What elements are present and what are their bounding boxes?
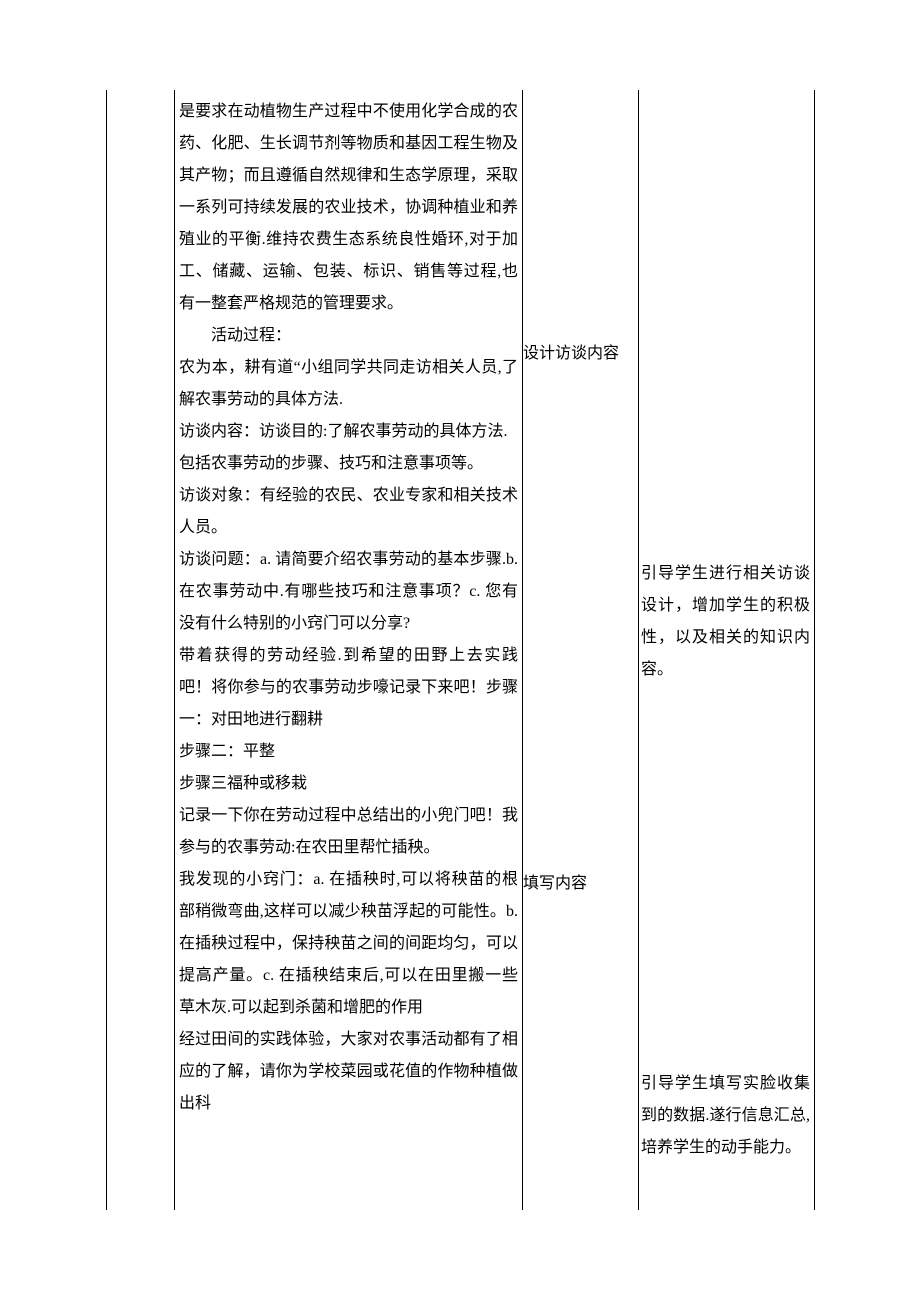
paragraph: 带着获得的劳动经验.到希望的田野上去实践吧！将你参与的农事劳动步嚎记录下来吧！步… [179,640,518,736]
paragraph: 步骤三福种或移栽 [179,768,518,800]
cell-col0 [107,90,175,1210]
section-label: 活动过程： [179,320,518,352]
paragraph: 农为本，耕有道“小组同学共同走访相关人员,了解农事劳动的具体方法. [179,352,518,416]
paragraph: 步骤二：平整 [179,736,518,768]
paragraph: 我发现的小窍门：a. 在插秧时,可以将秧苗的根部稍微弯曲,这样可以减少秧苗浮起的… [179,864,518,1024]
paragraph: 包括农事劳动的步骤、技巧和注意事项等。 [179,448,518,480]
paragraph: 访谈内容：访谈目的:了解农事劳动的具体方法. [179,416,518,448]
design-intent-a: 引导学生进行相关访谈设计，增加学生的积极性，以及相关的知识内容。 [641,558,810,686]
student-activity-b: 填写内容 [523,868,634,900]
table-row: 是要求在动植物生产过程中不使用化学合成的农药、化肥、生长调节剂等物质和基因工程生… [107,90,815,1210]
cell-col2: 设计访谈内容 填写内容 [523,90,639,1210]
lesson-table: 是要求在动植物生产过程中不使用化学合成的农药、化肥、生长调节剂等物质和基因工程生… [106,90,815,1210]
paragraph: 访谈问题：a. 请简要介绍农事劳动的基本步骤.b. 在农事劳动中.有哪些技巧和注… [179,544,518,640]
cell-col1: 是要求在动植物生产过程中不使用化学合成的农药、化肥、生长调节剂等物质和基因工程生… [175,90,523,1210]
paragraph: 访谈对象：有经验的农民、农业专家和相关技术人员。 [179,480,518,544]
paragraph: 是要求在动植物生产过程中不使用化学合成的农药、化肥、生长调节剂等物质和基因工程生… [179,96,518,320]
cell-col3: 引导学生进行相关访谈设计，增加学生的积极性，以及相关的知识内容。 引导学生填写实… [639,90,815,1210]
design-intent-b: 引导学生填写实脸收集到的数据.遂行信息汇总,培养学生的动手能力。 [641,1068,810,1164]
paragraph: 记录一下你在劳动过程中总结出的小兜门吧！我参与的农事劳动:在农田里帮忙插秧。 [179,800,518,864]
paragraph: 经过田间的实践体验，大家对农事活动都有了相应的了解，请你为学校菜园或花值的作物种… [179,1024,518,1120]
student-activity-a: 设计访谈内容 [523,338,634,370]
